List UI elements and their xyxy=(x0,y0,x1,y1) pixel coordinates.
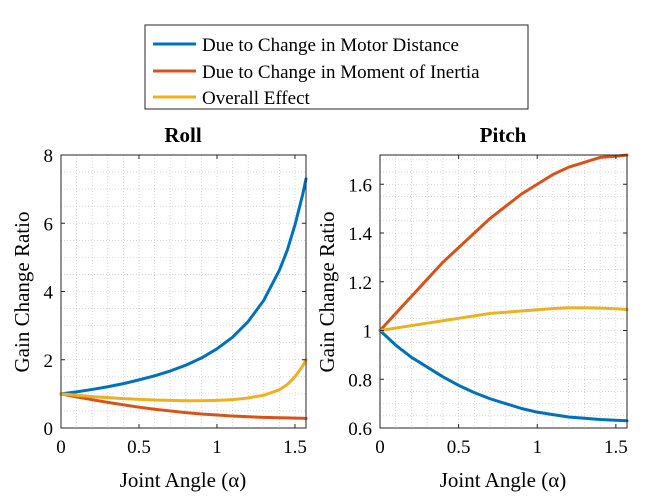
legend: Due to Change in Motor Distance Due to C… xyxy=(144,24,529,110)
pitch-axes-box xyxy=(379,154,628,429)
roll-y-tick-label: 6 xyxy=(44,214,54,235)
pitch-y-tick-label: 1.2 xyxy=(348,273,372,294)
roll-y-tick-label: 8 xyxy=(44,146,54,167)
roll-x-tick-label: 1 xyxy=(212,437,222,458)
pitch-series-line-3 xyxy=(378,306,629,332)
roll-x-axis-label: Joint Angle (α) xyxy=(120,468,247,492)
legend-label-motor-distance: Due to Change in Motor Distance xyxy=(202,35,459,56)
roll-y-axis-label: Gain Change Ratio xyxy=(10,212,34,373)
roll-y-tick-label: 0 xyxy=(44,419,54,440)
pitch-y-tick-label: 0.6 xyxy=(348,419,372,440)
roll-title: Roll xyxy=(164,123,202,147)
pitch-plot: Pitch Gain Change Ratio Joint Angle (α) … xyxy=(315,123,629,492)
legend-label-moment-of-inertia: Due to Change in Moment of Inertia xyxy=(202,62,480,83)
pitch-x-tick-label: 1 xyxy=(532,437,542,458)
roll-series-line-1 xyxy=(59,177,308,396)
pitch-y-tick-label: 1.4 xyxy=(348,224,372,245)
pitch-x-tick-label: 1.5 xyxy=(604,437,628,458)
pitch-series-line-1 xyxy=(378,329,629,423)
pitch-y-axis-label: Gain Change Ratio xyxy=(315,212,339,373)
roll-x-tick-label: 0.5 xyxy=(127,437,151,458)
pitch-y-tick-label: 1.6 xyxy=(348,175,372,196)
pitch-x-tick-label: 0.5 xyxy=(447,437,471,458)
roll-x-tick-label: 1.5 xyxy=(283,437,307,458)
pitch-title: Pitch xyxy=(480,123,527,147)
pitch-series-line-2 xyxy=(378,153,629,332)
pitch-x-tick-label: 0 xyxy=(375,437,385,458)
pitch-x-axis-label: Joint Angle (α) xyxy=(440,468,567,492)
roll-y-tick-label: 4 xyxy=(44,283,54,304)
roll-series-line-2 xyxy=(59,392,308,420)
pitch-y-tick-label: 0.8 xyxy=(348,370,372,391)
roll-series-line-3 xyxy=(59,358,308,403)
roll-plot: Roll Gain Change Ratio Joint Angle (α) 0… xyxy=(10,123,308,492)
pitch-y-tick-label: 1 xyxy=(363,322,373,343)
legend-label-overall-effect: Overall Effect xyxy=(202,88,311,109)
legend-box xyxy=(144,24,529,110)
roll-x-tick-label: 0 xyxy=(56,437,66,458)
roll-y-tick-label: 2 xyxy=(44,351,54,372)
